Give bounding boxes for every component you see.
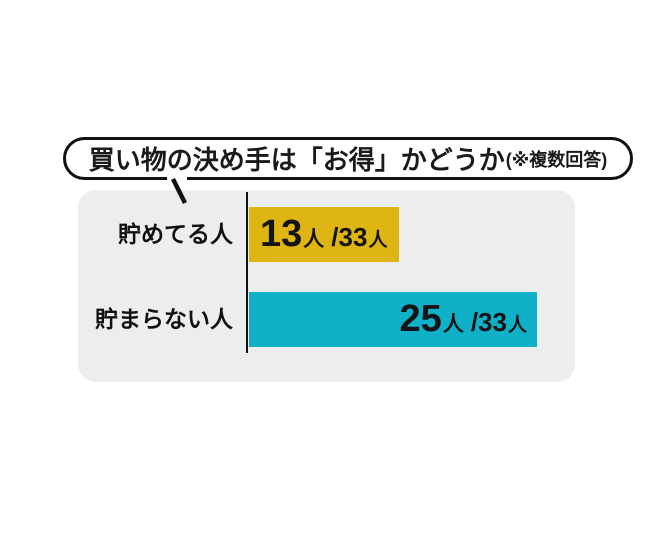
- category-label-non-savers: 貯まらない人: [95, 306, 233, 332]
- y-axis-line: [246, 192, 248, 353]
- speech-bubble-tail-icon: [167, 176, 188, 205]
- value-denominator: /33: [331, 222, 368, 252]
- value-denominator: /33: [470, 307, 507, 337]
- value-label: 25人/33人: [400, 298, 527, 341]
- bar-savers: 13人/33人: [249, 207, 399, 262]
- category-label-savers: 貯めてる人: [118, 221, 233, 247]
- bar-non-savers: 25人/33人: [249, 292, 537, 347]
- value-denominator-unit: 人: [507, 315, 527, 336]
- multiple-answers-note: (※複数回答): [505, 149, 608, 170]
- value-count-unit: 人: [442, 313, 464, 336]
- value-count: 13: [260, 213, 303, 255]
- value-count: 25: [399, 298, 442, 340]
- value-label: 13人/33人: [260, 213, 387, 256]
- chart-title: 買い物の決め手は「お得」かどうか: [88, 145, 505, 175]
- value-count-unit: 人: [303, 228, 325, 251]
- value-denominator-unit: 人: [368, 230, 388, 251]
- chart-title-bubble: 買い物の決め手は「お得」かどうか (※複数回答): [63, 137, 633, 180]
